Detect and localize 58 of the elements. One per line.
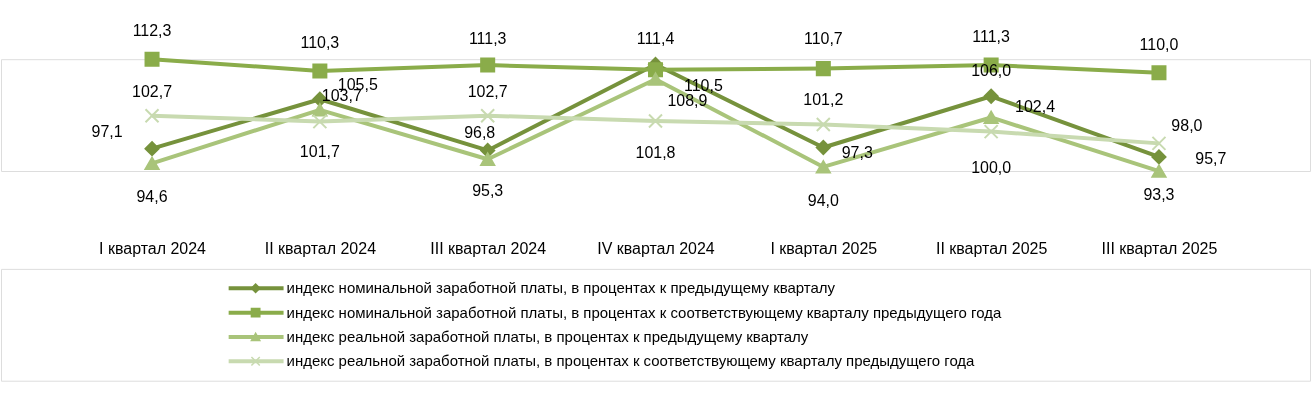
data-label: 94,6 [136,188,168,206]
point [144,141,160,157]
point [312,103,328,117]
legend-label: индекс реальной заработной платы, в процентах к предыдущему кварталу [286,327,809,345]
point [312,114,328,130]
point [480,152,496,166]
point [647,72,664,86]
point [480,108,496,124]
legend-label: индекс реальной заработной платы, в процентах к соответствующему кварталу предыдущего года [286,352,976,370]
point [480,57,496,73]
point [647,113,664,129]
data-label: 102,7 [467,82,508,100]
point [815,61,831,77]
data-label: 100,0 [971,158,1012,176]
data-label: 96,8 [464,124,496,142]
data-label: 110,7 [803,29,843,47]
point [1151,135,1167,151]
data-label: 110,0 [1139,35,1179,53]
data-label: 101,7 [299,142,340,160]
data-label: 95,3 [472,182,504,200]
data-label: 94,0 [807,191,839,209]
data-label: 95,7 [1195,149,1227,167]
x-tick-label: I квартал 2024 [99,240,207,258]
x-tick-label: II квартал 2024 [264,240,377,258]
point [144,51,160,67]
point [983,110,999,125]
point [983,124,999,140]
data-label: 97,1 [91,122,123,140]
data-label: 98,0 [1171,117,1203,135]
x-tick-label: III квартал 2025 [1101,240,1218,258]
point [1151,164,1167,178]
x-tick-label: IV квартал 2024 [597,240,715,258]
data-label: 97,3 [841,144,873,162]
data-label: 108,9 [667,92,708,110]
data-label: 111,3 [972,28,1011,46]
point [312,63,328,79]
x-tick-label: III квартал 2024 [430,240,547,258]
point [144,108,160,124]
data-label: 110,3 [300,34,340,52]
data-label: 106,0 [971,62,1012,80]
data-label: 111,3 [468,30,507,48]
point [144,156,160,171]
point [815,160,831,174]
x-tick-label: I квартал 2025 [770,240,878,258]
x-tick-label: II квартал 2025 [935,240,1048,258]
legend-label: индекс номинальной заработной платы, в процентах к соответствующему кварталу предыдущего года [286,303,1002,321]
data-label: 102,7 [132,82,173,100]
legend-label: индекс номинальной заработной платы, в процентах к предыдущему кварталу [286,279,836,297]
point [815,117,831,133]
point [983,88,999,104]
data-label: 101,8 [635,143,676,161]
point [1151,65,1167,81]
data-label: 101,2 [803,90,844,108]
point [1151,149,1167,165]
data-label: 112,3 [132,22,172,40]
data-label: 93,3 [1143,185,1175,203]
point [815,139,831,155]
data-label: 111,4 [636,29,675,47]
